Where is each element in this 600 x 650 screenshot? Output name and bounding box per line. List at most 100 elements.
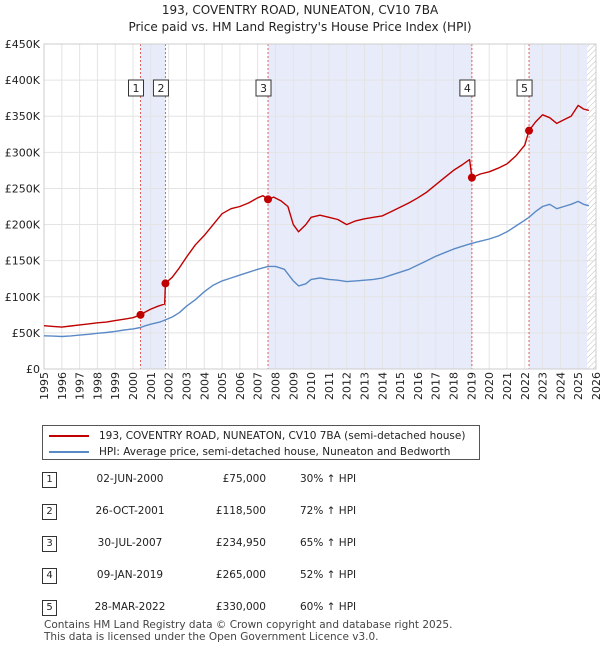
sale-row: 2 26-OCT-2001 £118,500 72% ↑ HPI <box>42 504 442 522</box>
x-tick-label: 2024 <box>554 372 567 400</box>
x-tick-label: 2020 <box>483 372 496 400</box>
x-tick-label: 1995 <box>38 372 51 400</box>
legend-item-hpi: HPI: Average price, semi-detached house,… <box>49 444 450 460</box>
x-tick-label: 2010 <box>305 372 318 400</box>
sale-row: 5 28-MAR-2022 £330,000 60% ↑ HPI <box>42 600 442 618</box>
x-tick-label: 2004 <box>198 372 211 400</box>
x-tick-label: 2000 <box>127 372 140 400</box>
x-tick-label: 2016 <box>412 372 425 400</box>
sale-number-box <box>459 79 476 97</box>
property-series-line <box>43 104 590 328</box>
plot-frame <box>43 43 597 370</box>
sale-number-badge: 3 <box>42 536 57 552</box>
sale-number-badge: 1 <box>42 472 57 488</box>
y-tick-label: £300K <box>5 146 41 159</box>
y-tick-label: £50K <box>12 327 41 340</box>
sale-date: 30-JUL-2007 <box>97 537 163 549</box>
y-tick-label: £150K <box>5 255 41 268</box>
sale-number-box <box>152 79 169 97</box>
sale-row: 1 02-JUN-2000 £75,000 30% ↑ HPI <box>42 472 442 490</box>
sale-price: £234,950 <box>215 537 266 549</box>
sale-row: 3 30-JUL-2007 £234,950 65% ↑ HPI <box>42 536 442 554</box>
x-tick-label: 1997 <box>74 372 87 400</box>
chart-title: 193, COVENTRY ROAD, NUNEATON, CV10 7BA <box>162 3 439 17</box>
sale-point <box>264 195 273 204</box>
sale-number-label: 2 <box>157 82 164 95</box>
x-tick-label: 2013 <box>359 372 372 400</box>
forecast-hatch <box>587 44 596 369</box>
sale-number-badge: 5 <box>42 600 57 616</box>
x-tick-label: 2023 <box>537 372 550 400</box>
y-tick-label: £450K <box>5 38 41 51</box>
sale-point <box>136 310 145 319</box>
x-tick-label: 2026 <box>590 372 600 400</box>
sale-price: £118,500 <box>215 505 266 517</box>
y-tick-label: £250K <box>5 182 41 195</box>
y-tick-label: £0 <box>26 363 40 376</box>
x-tick-label: 2007 <box>252 372 265 400</box>
sale-point <box>467 173 476 182</box>
x-tick-label: 2009 <box>287 372 300 400</box>
hpi-series-line <box>43 200 590 338</box>
footer-copyright: Contains HM Land Registry data © Crown c… <box>44 619 453 631</box>
ownership-shade <box>268 44 472 369</box>
x-tick-label: 2017 <box>430 372 443 400</box>
sale-date: 09-JAN-2019 <box>96 569 164 581</box>
legend-swatch-hpi <box>49 451 89 453</box>
y-tick-label: £100K <box>5 291 41 304</box>
sale-row: 4 09-JAN-2019 £265,000 52% ↑ HPI <box>42 568 442 586</box>
x-tick-label: 1996 <box>56 372 69 400</box>
sale-number-box <box>128 79 145 97</box>
price-chart: 193, COVENTRY ROAD, NUNEATON, CV10 7BA P… <box>5 3 600 400</box>
sale-hpi-change: 65% ↑ HPI <box>300 537 357 549</box>
ownership-shade <box>140 44 166 369</box>
sale-price: £265,000 <box>215 569 266 581</box>
chart-subtitle: Price paid vs. HM Land Registry's House … <box>128 20 471 34</box>
sale-number-label: 5 <box>521 82 528 95</box>
legend-item-property: 193, COVENTRY ROAD, NUNEATON, CV10 7BA (… <box>49 428 465 444</box>
sale-number-badge: 4 <box>42 568 57 584</box>
y-tick-label: £200K <box>5 219 41 232</box>
legend: 193, COVENTRY ROAD, NUNEATON, CV10 7BA (… <box>42 425 480 460</box>
sale-hpi-change: 60% ↑ HPI <box>300 601 357 613</box>
x-tick-label: 2006 <box>234 372 247 400</box>
legend-label-property: 193, COVENTRY ROAD, NUNEATON, CV10 7BA (… <box>99 430 466 442</box>
x-tick-label: 2002 <box>163 372 176 400</box>
sale-hpi-change: 30% ↑ HPI <box>300 473 357 485</box>
x-tick-label: 1999 <box>109 372 122 400</box>
x-tick-label: 2005 <box>216 372 229 400</box>
sale-point <box>525 126 534 135</box>
sale-number-label: 1 <box>133 82 140 95</box>
legend-label-hpi: HPI: Average price, semi-detached house,… <box>99 446 451 458</box>
x-tick-label: 2012 <box>341 372 354 400</box>
sale-point <box>161 279 170 288</box>
legend-swatch-property <box>49 435 89 437</box>
x-tick-label: 2025 <box>572 372 585 400</box>
x-tick-label: 2019 <box>465 372 478 400</box>
x-tick-label: 2018 <box>448 372 461 400</box>
x-tick-label: 2003 <box>180 372 193 400</box>
x-tick-label: 2021 <box>501 372 514 400</box>
sale-number-box <box>516 79 533 97</box>
x-tick-label: 2015 <box>394 372 407 400</box>
x-tick-label: 1998 <box>91 372 104 400</box>
x-tick-label: 2014 <box>376 372 389 400</box>
sale-date: 02-JUN-2000 <box>96 473 164 485</box>
x-tick-label: 2001 <box>145 372 158 400</box>
sale-hpi-change: 52% ↑ HPI <box>300 569 357 581</box>
x-tick-label: 2022 <box>519 372 532 400</box>
sale-number-badge: 2 <box>42 504 57 520</box>
sale-date: 28-MAR-2022 <box>94 601 166 613</box>
sale-hpi-change: 72% ↑ HPI <box>300 505 357 517</box>
sale-number-box <box>255 79 272 97</box>
x-tick-label: 2011 <box>323 372 336 400</box>
footer-licence: This data is licensed under the Open Gov… <box>44 631 379 643</box>
sale-number-label: 4 <box>464 82 471 95</box>
x-tick-label: 2008 <box>269 372 282 400</box>
sale-price: £330,000 <box>215 601 266 613</box>
footer: Contains HM Land Registry data © Crown c… <box>44 619 452 643</box>
ownership-shade <box>529 44 588 369</box>
sale-number-label: 3 <box>260 82 267 95</box>
y-tick-label: £350K <box>5 110 41 123</box>
y-tick-label: £400K <box>5 74 41 87</box>
